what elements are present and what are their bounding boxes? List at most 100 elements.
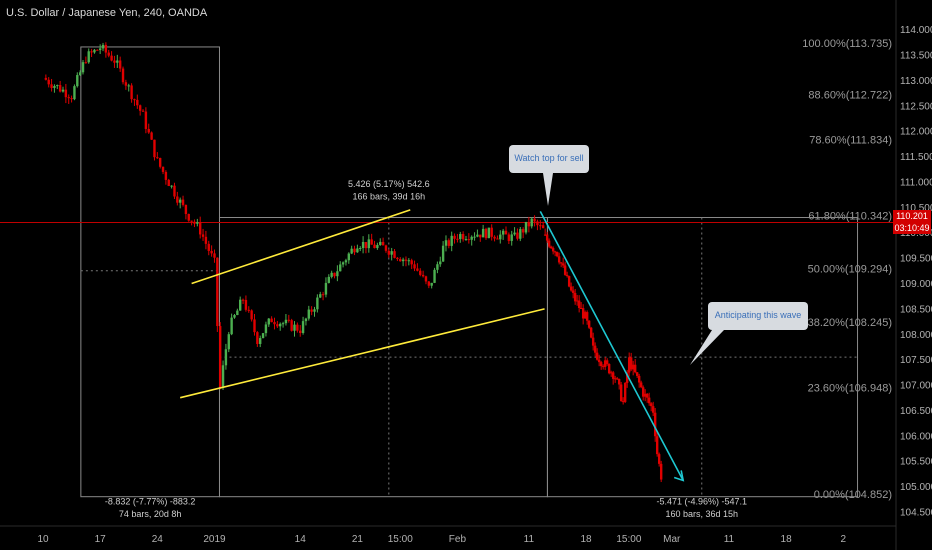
x-tick-3: 2019 — [203, 534, 226, 545]
candle-body-86 — [290, 320, 293, 331]
candle-body-39 — [156, 157, 159, 159]
candle-decline-body-5 — [553, 251, 557, 253]
candle-body-155 — [487, 227, 491, 239]
downtrend-line — [539, 211, 684, 481]
candle-decline-body-20 — [583, 312, 587, 319]
candle-body-150 — [473, 236, 476, 238]
candle-body-95 — [316, 297, 319, 310]
candle-decline-body-40 — [623, 382, 627, 402]
candle-body-134 — [427, 281, 431, 286]
candle-body-70 — [244, 299, 248, 310]
candle-body-126 — [404, 259, 408, 261]
y-tick-105-5: 105.500 — [900, 457, 932, 468]
x-tick-7: Feb — [449, 534, 467, 545]
candle-body-21 — [104, 44, 108, 53]
x-tick-9: 18 — [580, 534, 592, 545]
y-tick-106: 106.000 — [900, 431, 932, 442]
fib-level-label-0: 100.00%(113.735) — [802, 38, 892, 50]
candle-body-104 — [341, 262, 345, 265]
candle-body-166 — [519, 229, 522, 239]
candle-body-152 — [479, 234, 482, 238]
candle-body-52 — [193, 221, 196, 224]
callout-anticipating-wave: Anticipating this wave — [708, 302, 808, 330]
x-tick-5: 21 — [352, 534, 364, 545]
measure-label-mid-2: 166 bars, 39d 16h — [353, 192, 426, 202]
candle-body-101 — [333, 272, 336, 277]
candle-body-135 — [430, 282, 433, 286]
chart-title: U.S. Dollar / Japanese Yen, 240, OANDA — [6, 7, 208, 19]
x-tick-1: 17 — [95, 534, 107, 545]
candle-body-63 — [224, 349, 228, 366]
candle-body-98 — [324, 282, 328, 295]
candle-decline-body-53 — [649, 403, 653, 407]
candle-body-51 — [190, 220, 193, 222]
y-tick-109: 109.000 — [900, 279, 932, 290]
candle-body-7 — [64, 89, 68, 98]
candle-body-144 — [456, 238, 459, 240]
candle-body-16 — [90, 51, 93, 53]
candle-body-93 — [310, 309, 313, 312]
candle-body-34 — [141, 110, 145, 112]
candle-body-2 — [50, 84, 53, 88]
candle-body-124 — [399, 259, 402, 262]
candle-body-146 — [461, 234, 465, 240]
candle-decline-body-26 — [595, 352, 599, 360]
candle-body-30 — [130, 85, 133, 100]
y-tick-107-5: 107.500 — [900, 355, 932, 366]
candle-body-158 — [496, 238, 499, 240]
candle-body-165 — [516, 232, 519, 239]
candle-body-119 — [384, 245, 388, 251]
candle-body-160 — [501, 230, 505, 235]
fib-level-label-6: 23.60%(106.948) — [808, 383, 892, 395]
candle-decline-body-11 — [565, 274, 569, 277]
candle-body-5 — [58, 85, 62, 92]
candle-body-116 — [376, 244, 379, 249]
candle-body-110 — [359, 247, 362, 249]
callout-wave-pointer — [690, 330, 724, 365]
candle-body-141 — [447, 240, 451, 246]
candle-body-26 — [118, 60, 122, 69]
candle-body-130 — [416, 268, 419, 271]
candle-body-154 — [484, 228, 488, 239]
candle-body-94 — [313, 309, 316, 312]
candle-decline-body-58 — [659, 463, 663, 480]
candle-decline-body-34 — [611, 372, 615, 379]
candle-body-45 — [173, 185, 176, 197]
measure-label-right-2: 160 bars, 36d 15h — [665, 509, 738, 519]
candle-body-91 — [304, 318, 308, 322]
candle-body-28 — [124, 82, 128, 86]
candle-body-121 — [390, 251, 393, 255]
y-tick-114: 114.000 — [900, 25, 932, 36]
y-tick-109-5: 109.500 — [900, 254, 932, 265]
candle-body-81 — [276, 324, 279, 327]
candle-body-20 — [101, 44, 105, 49]
candle-decline-body-33 — [609, 372, 613, 374]
candle-decline-body-18 — [579, 308, 583, 310]
channel-upper-line — [191, 209, 411, 285]
candle-body-157 — [493, 236, 496, 239]
x-tick-6: 15:00 — [388, 534, 413, 545]
candle-body-142 — [450, 235, 453, 246]
candle-decline-body-50 — [643, 393, 647, 397]
candle-body-111 — [361, 241, 365, 248]
candle-body-71 — [247, 309, 250, 311]
candle-decline-body-48 — [639, 382, 643, 388]
candle-body-145 — [459, 234, 462, 239]
candle-body-44 — [170, 185, 173, 187]
candle-body-65 — [230, 317, 233, 335]
candle-body-49 — [184, 204, 188, 215]
candle-body-23 — [110, 55, 113, 61]
candle-body-125 — [401, 259, 405, 262]
candle-body-143 — [453, 235, 456, 239]
candle-body-79 — [270, 318, 273, 323]
candle-body-129 — [413, 264, 416, 269]
candle-body-3 — [53, 86, 56, 88]
countdown-tag: 03:10:49 — [893, 222, 931, 234]
candle-body-59 — [213, 253, 216, 258]
y-tick-106-5: 106.500 — [900, 406, 932, 417]
candle-body-159 — [499, 234, 502, 240]
candle-body-140 — [444, 240, 448, 246]
candle-decline-body-42 — [627, 357, 631, 373]
candle-decline-body-41 — [625, 372, 629, 383]
